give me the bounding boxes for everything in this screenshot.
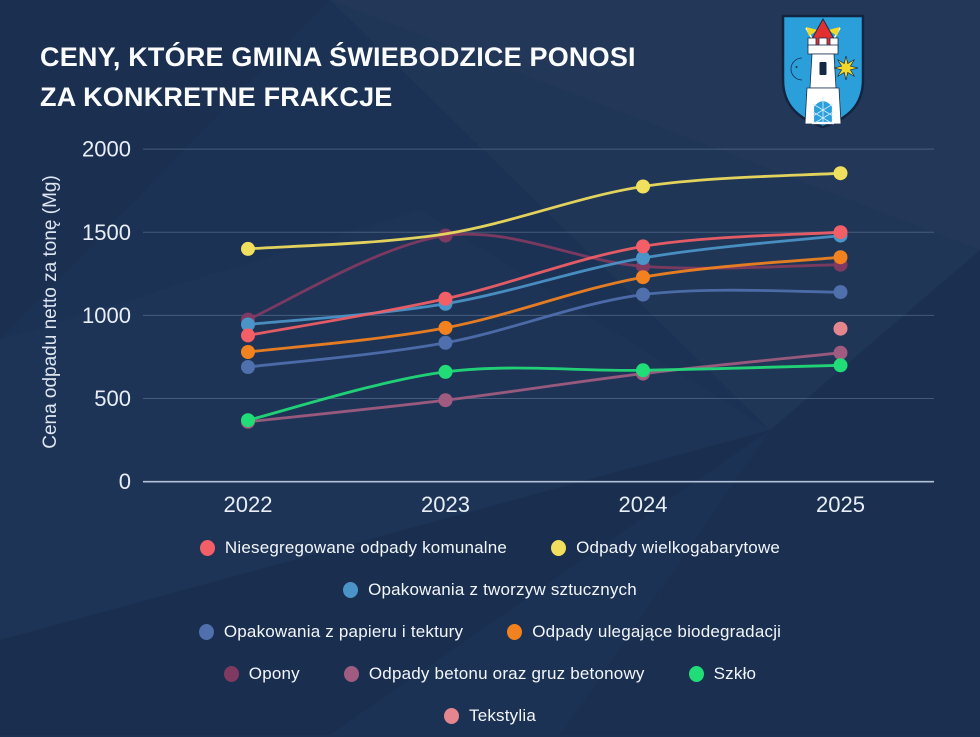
legend-dot-icon xyxy=(223,666,239,682)
legend-row: Opony Odpady betonu oraz gruz betonowy Szk… xyxy=(0,653,980,695)
legend-dot-icon xyxy=(198,624,214,640)
crest-flag-left xyxy=(806,27,818,36)
series-line-0 xyxy=(246,230,842,337)
crest-moon-eye xyxy=(795,66,798,68)
legend-item-8: Tekstylia xyxy=(444,706,536,726)
title-line-2: ZA KONKRETNE FRAKCJE xyxy=(40,82,393,112)
legend-row: Tekstylia xyxy=(0,695,980,737)
series-point-1-2024 xyxy=(636,179,650,194)
legend-item-7: Szkło xyxy=(688,664,757,684)
legend-label: Opony xyxy=(248,664,300,683)
series-point-0-2024 xyxy=(636,239,650,254)
y-tick-label: 1500 xyxy=(82,220,131,245)
legend-row: Opakowania z papieru i tektury Odpady ule… xyxy=(0,611,980,653)
y-axis-title: Cena odpadu netto za tonę (Mg) xyxy=(40,175,61,449)
y-tick-label: 1000 xyxy=(82,303,131,328)
y-tick-label: 500 xyxy=(94,386,131,411)
title-line-1: CENY, KTÓRE GMINA ŚWIEBODZICE PONOSI xyxy=(40,42,636,72)
legend-label: Odpady betonu oraz gruz betonowy xyxy=(368,664,645,683)
series-point-0-2023 xyxy=(438,291,453,306)
crest-flag-right xyxy=(828,27,840,36)
series-point-8-2025 xyxy=(833,321,848,336)
series-line-7 xyxy=(246,363,842,422)
y-tick-label: 2000 xyxy=(82,137,131,162)
series-point-0-2022 xyxy=(241,328,255,343)
legend-item-6: Odpady betonu oraz gruz betonowy xyxy=(343,664,645,684)
legend-label: Tekstylia xyxy=(469,706,536,725)
coat-of-arms-graphic xyxy=(781,14,865,129)
x-tick-label: 2025 xyxy=(816,492,865,517)
legend-label: Odpady wielkogabarytowe xyxy=(576,538,781,557)
x-tick-label: 2023 xyxy=(421,492,470,517)
series-line-6 xyxy=(246,351,842,424)
series-point-7-2023 xyxy=(438,364,453,379)
series-point-4-2023 xyxy=(438,320,453,335)
series-point-6-2023 xyxy=(438,393,453,408)
series-point-1-2025 xyxy=(833,166,848,181)
series-point-4-2022 xyxy=(241,345,255,359)
series-point-6-2025 xyxy=(833,345,848,360)
series-point-7-2025 xyxy=(833,358,848,373)
legend-label: Niesegregowane odpady komunalne xyxy=(224,538,508,557)
series-point-3-2024 xyxy=(636,287,650,302)
legend-dot-icon xyxy=(688,666,704,682)
legend-item-4: Odpady ulegające biodegradacji xyxy=(507,622,781,642)
legend-label: Odpady ulegające biodegradacji xyxy=(532,622,782,641)
series-point-3-2025 xyxy=(833,285,848,300)
x-tick-label: 2022 xyxy=(224,492,273,517)
legend-dot-icon xyxy=(551,540,567,556)
series-point-7-2022 xyxy=(241,413,255,428)
series-point-4-2025 xyxy=(833,250,848,265)
legend-dot-icon xyxy=(444,708,459,724)
crest-tower-window xyxy=(819,62,827,75)
legend-item-3: Opakowania z papieru i tektury xyxy=(198,622,464,642)
series-line-1 xyxy=(246,171,842,251)
legend-item-2: Opakowania z tworzyw sztucznych xyxy=(343,580,637,600)
series-line-4 xyxy=(246,255,842,354)
page-title: CENY, KTÓRE GMINA ŚWIEBODZICE PONOSI ZA … xyxy=(40,37,636,117)
series-point-0-2025 xyxy=(833,225,848,240)
series-point-4-2024 xyxy=(636,270,650,285)
legend-row: Niesegregowane odpady komunalne Odpady wi… xyxy=(0,527,980,569)
crest-star xyxy=(833,55,859,81)
series-point-3-2023 xyxy=(438,335,453,350)
series-line-3 xyxy=(246,288,842,369)
series-line-5 xyxy=(246,232,842,321)
legend-dot-icon xyxy=(343,666,359,682)
legend-dot-icon xyxy=(343,582,359,598)
series-line-2 xyxy=(246,234,842,326)
series-point-1-2022 xyxy=(241,241,255,256)
crest-crescent-moon xyxy=(790,57,803,81)
legend-item-1: Odpady wielkogabarytowe xyxy=(551,538,780,558)
legend-row: Opakowania z tworzyw sztucznych xyxy=(0,569,980,611)
legend-label: Szkło xyxy=(713,664,757,683)
legend-label: Opakowania z papieru i tektury xyxy=(223,622,464,641)
legend-item-0: Niesegregowane odpady komunalne xyxy=(199,538,508,558)
chart-legend: Niesegregowane odpady komunalne Odpady wi… xyxy=(0,527,980,737)
legend-dot-icon xyxy=(199,540,215,556)
crest-gate-lattice xyxy=(812,97,834,125)
series-point-7-2024 xyxy=(636,363,650,378)
series-point-2-2024 xyxy=(636,251,650,265)
series-point-2-2022 xyxy=(241,317,255,332)
legend-item-5: Opony xyxy=(223,664,300,684)
legend-label: Opakowania z tworzyw sztucznych xyxy=(368,580,637,599)
coat-of-arms xyxy=(778,12,868,130)
series-point-3-2022 xyxy=(241,360,255,374)
x-tick-label: 2024 xyxy=(619,492,668,517)
legend-dot-icon xyxy=(507,624,523,640)
y-tick-label: 0 xyxy=(119,469,131,494)
